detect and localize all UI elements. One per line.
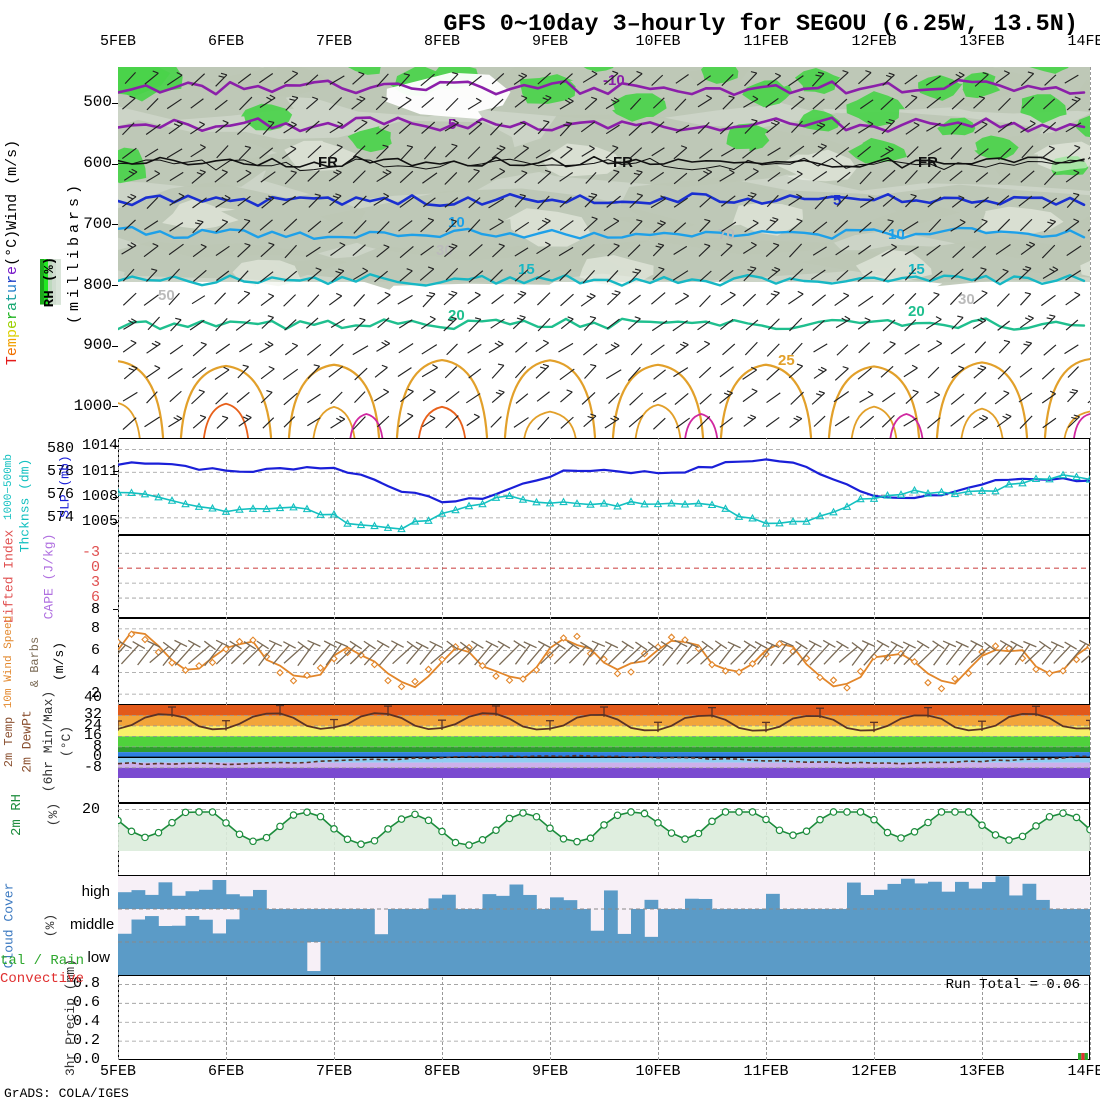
svg-text:-10: -10 <box>603 72 625 89</box>
svg-text:FR: FR <box>918 154 938 171</box>
svg-text:20: 20 <box>908 303 925 320</box>
svg-text:15: 15 <box>518 261 535 278</box>
svg-text:15: 15 <box>908 261 925 278</box>
svg-text:20: 20 <box>448 307 465 324</box>
svg-text:FR: FR <box>613 154 633 171</box>
svg-text:10: 10 <box>448 214 465 231</box>
svg-text:FR: FR <box>318 154 338 171</box>
svg-text:10: 10 <box>888 226 905 243</box>
